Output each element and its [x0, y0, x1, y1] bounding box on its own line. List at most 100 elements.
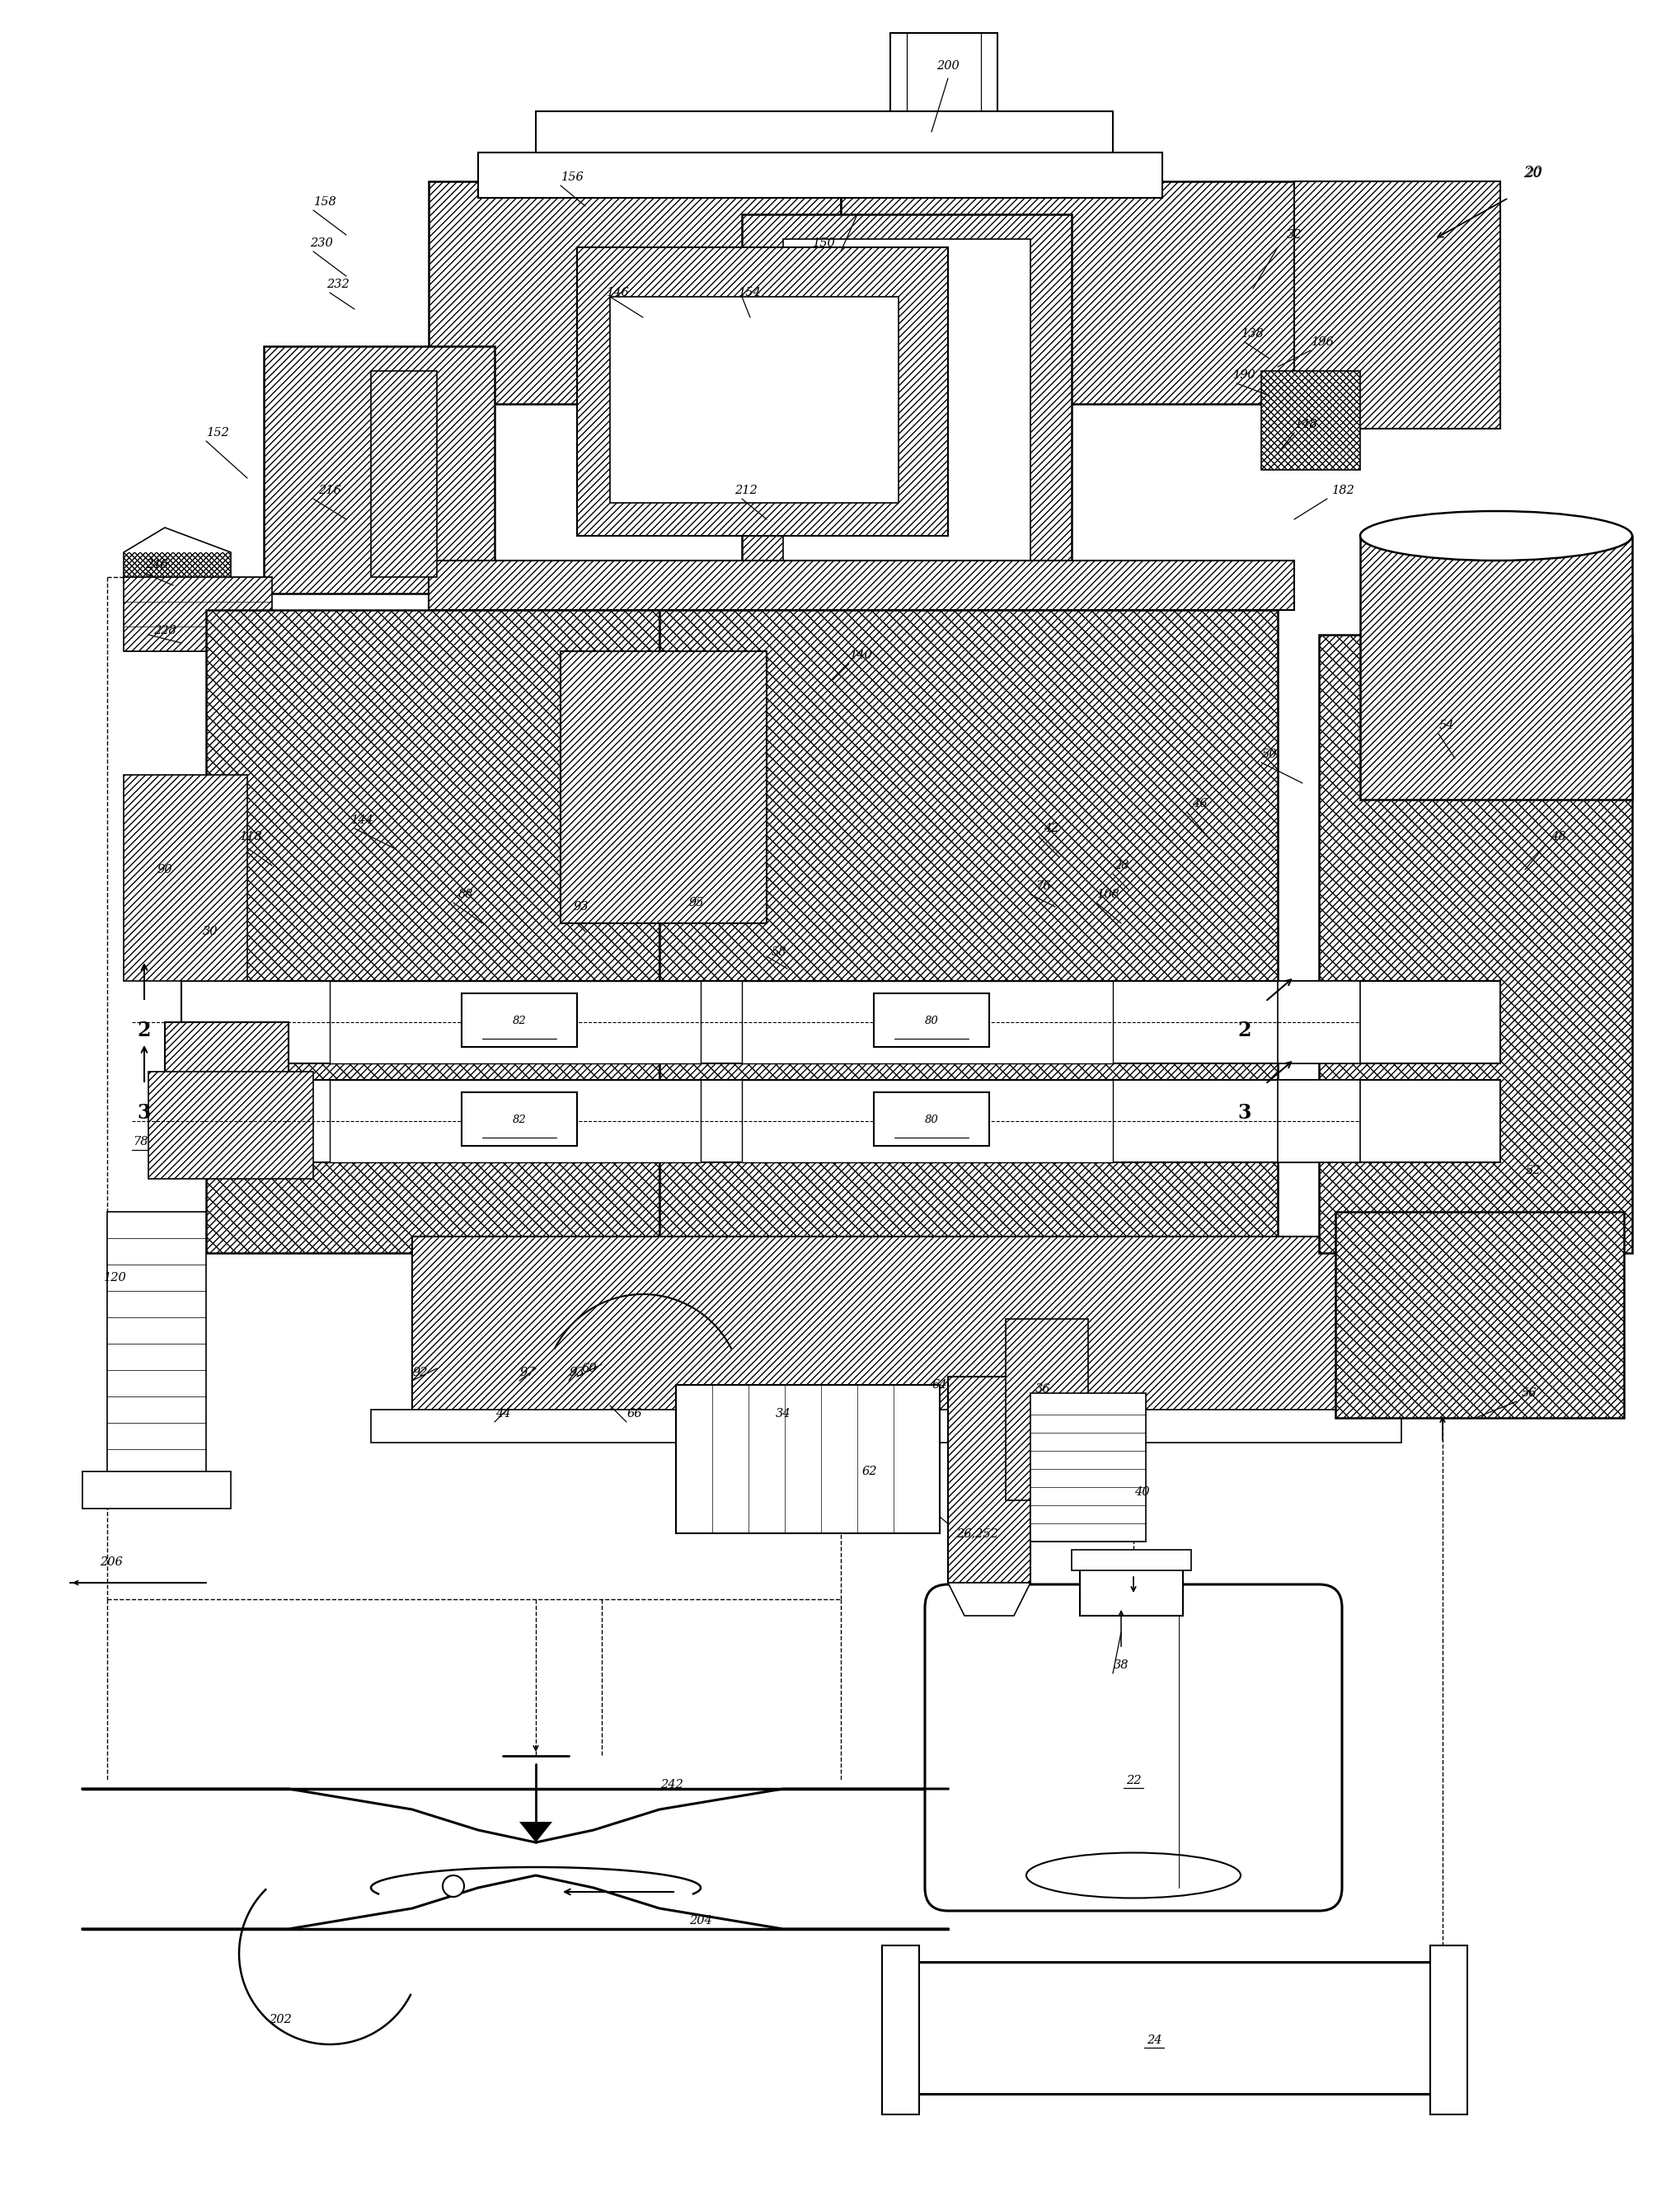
- Bar: [660, 610, 1278, 1252]
- Bar: [181, 1081, 1500, 1162]
- Text: 56: 56: [1522, 1387, 1537, 1400]
- Bar: [865, 178, 1021, 194]
- Text: 3: 3: [138, 1103, 151, 1123]
- Text: 82: 82: [512, 1114, 526, 1125]
- Bar: [462, 1092, 576, 1147]
- Text: 228: 228: [153, 625, 176, 636]
- Bar: [536, 112, 1112, 152]
- Text: 152: 152: [207, 427, 230, 438]
- Bar: [848, 152, 1038, 180]
- Text: 60: 60: [581, 1362, 596, 1373]
- Bar: [890, 33, 998, 156]
- Bar: [165, 1021, 289, 1171]
- Text: 202: 202: [269, 2014, 292, 2025]
- Bar: [207, 610, 660, 1252]
- Text: 34: 34: [776, 1409, 791, 1420]
- Bar: [1430, 1946, 1467, 2115]
- Bar: [124, 775, 247, 982]
- Bar: [207, 610, 660, 1252]
- Bar: [743, 982, 1112, 1063]
- Text: 144: 144: [351, 814, 375, 825]
- Bar: [371, 372, 437, 577]
- Bar: [675, 1384, 939, 1534]
- Bar: [1294, 180, 1500, 429]
- Bar: [1030, 1393, 1146, 1541]
- Text: 120: 120: [104, 1272, 128, 1283]
- Text: 158: 158: [314, 196, 338, 207]
- Text: 92: 92: [413, 1367, 428, 1378]
- Bar: [660, 610, 1278, 1252]
- Text: 182: 182: [1332, 484, 1356, 495]
- Polygon shape: [948, 1583, 1030, 1616]
- Text: 154: 154: [739, 286, 761, 299]
- Text: 78: 78: [133, 1136, 148, 1147]
- Bar: [1319, 634, 1633, 1252]
- Text: 93: 93: [570, 1367, 585, 1378]
- Bar: [840, 180, 1294, 405]
- Text: 97: 97: [519, 1367, 536, 1378]
- Bar: [371, 1409, 1401, 1442]
- Text: 95: 95: [689, 896, 704, 909]
- Bar: [412, 1237, 1361, 1417]
- Bar: [1294, 180, 1500, 429]
- Bar: [1278, 1081, 1361, 1162]
- Text: 26,252: 26,252: [956, 1527, 998, 1538]
- Bar: [907, 33, 981, 156]
- Text: 146: 146: [606, 286, 630, 299]
- Bar: [428, 561, 1294, 610]
- Bar: [329, 1081, 701, 1162]
- Text: 66: 66: [627, 1409, 642, 1420]
- Text: 76: 76: [1035, 880, 1050, 891]
- Bar: [948, 1376, 1030, 1583]
- Text: 190: 190: [1233, 370, 1257, 381]
- Text: 32: 32: [1287, 229, 1302, 240]
- Bar: [882, 1946, 919, 2115]
- Text: 108: 108: [1097, 889, 1121, 900]
- Bar: [981, 218, 1021, 247]
- Text: 204: 204: [689, 1915, 712, 1926]
- Text: 242: 242: [660, 1778, 684, 1789]
- Text: 62: 62: [862, 1466, 877, 1477]
- Bar: [1262, 372, 1361, 469]
- FancyBboxPatch shape: [926, 1585, 1342, 1910]
- Text: 48: 48: [1551, 832, 1566, 843]
- Bar: [783, 240, 1030, 568]
- Bar: [576, 247, 948, 535]
- Text: 52: 52: [1525, 1164, 1541, 1175]
- Ellipse shape: [1026, 1853, 1240, 1897]
- Text: 42: 42: [1043, 823, 1058, 834]
- Bar: [181, 982, 1500, 1063]
- Bar: [479, 152, 1163, 198]
- Bar: [329, 982, 701, 1063]
- Bar: [1319, 634, 1633, 1252]
- Text: 44: 44: [496, 1409, 511, 1420]
- Bar: [1080, 1563, 1183, 1616]
- Bar: [874, 993, 990, 1048]
- Bar: [264, 346, 494, 594]
- Text: 46: 46: [1191, 799, 1206, 810]
- Bar: [124, 577, 272, 651]
- Text: 3: 3: [1238, 1103, 1252, 1123]
- Text: 138: 138: [1242, 328, 1265, 339]
- Bar: [610, 297, 899, 502]
- Text: 140: 140: [850, 649, 874, 660]
- Text: 196: 196: [1312, 337, 1334, 348]
- Bar: [1361, 535, 1633, 799]
- Text: 20: 20: [1525, 167, 1541, 178]
- Bar: [428, 180, 840, 405]
- Bar: [743, 1081, 1112, 1162]
- Text: 156: 156: [561, 172, 585, 183]
- Text: 118: 118: [240, 832, 262, 843]
- Text: 93: 93: [573, 900, 588, 913]
- Bar: [165, 1021, 289, 1171]
- Text: 28: 28: [1114, 861, 1129, 872]
- Bar: [1336, 1213, 1625, 1417]
- Text: 246: 246: [144, 559, 168, 570]
- Bar: [743, 213, 1072, 610]
- Bar: [124, 775, 247, 982]
- Text: 212: 212: [734, 484, 758, 495]
- Bar: [840, 180, 1294, 405]
- Bar: [124, 577, 272, 651]
- Text: 232: 232: [326, 280, 349, 291]
- Bar: [561, 651, 766, 922]
